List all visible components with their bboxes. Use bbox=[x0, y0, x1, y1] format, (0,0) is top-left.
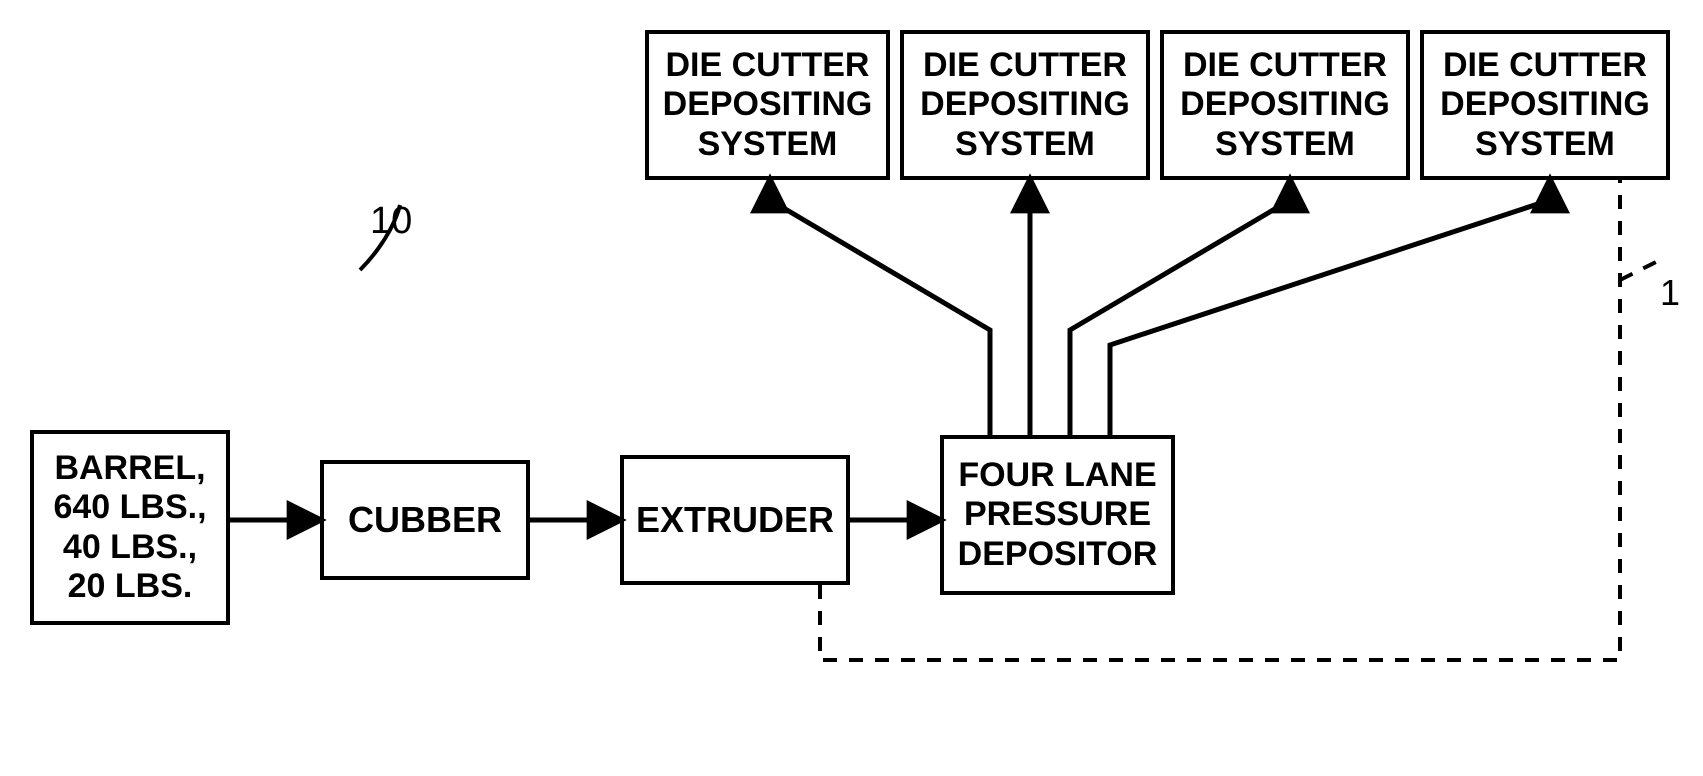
node-die-cutter-2: DIE CUTTER DEPOSITING SYSTEM bbox=[900, 30, 1150, 180]
node-extruder: EXTRUDER bbox=[620, 455, 850, 585]
node-barrel: BARREL, 640 LBS., 40 LBS., 20 LBS. bbox=[30, 430, 230, 625]
node-depositor: FOUR LANE PRESSURE DEPOSITOR bbox=[940, 435, 1175, 595]
label-ref-10: 10 bbox=[370, 200, 412, 243]
node-die-cutter-1: DIE CUTTER DEPOSITING SYSTEM bbox=[645, 30, 890, 180]
node-cubber: CUBBER bbox=[320, 460, 530, 580]
node-die-cutter-3: DIE CUTTER DEPOSITING SYSTEM bbox=[1160, 30, 1410, 180]
node-die-cutter-4: DIE CUTTER DEPOSITING SYSTEM bbox=[1420, 30, 1670, 180]
label-ref-1: 1 bbox=[1660, 272, 1680, 314]
